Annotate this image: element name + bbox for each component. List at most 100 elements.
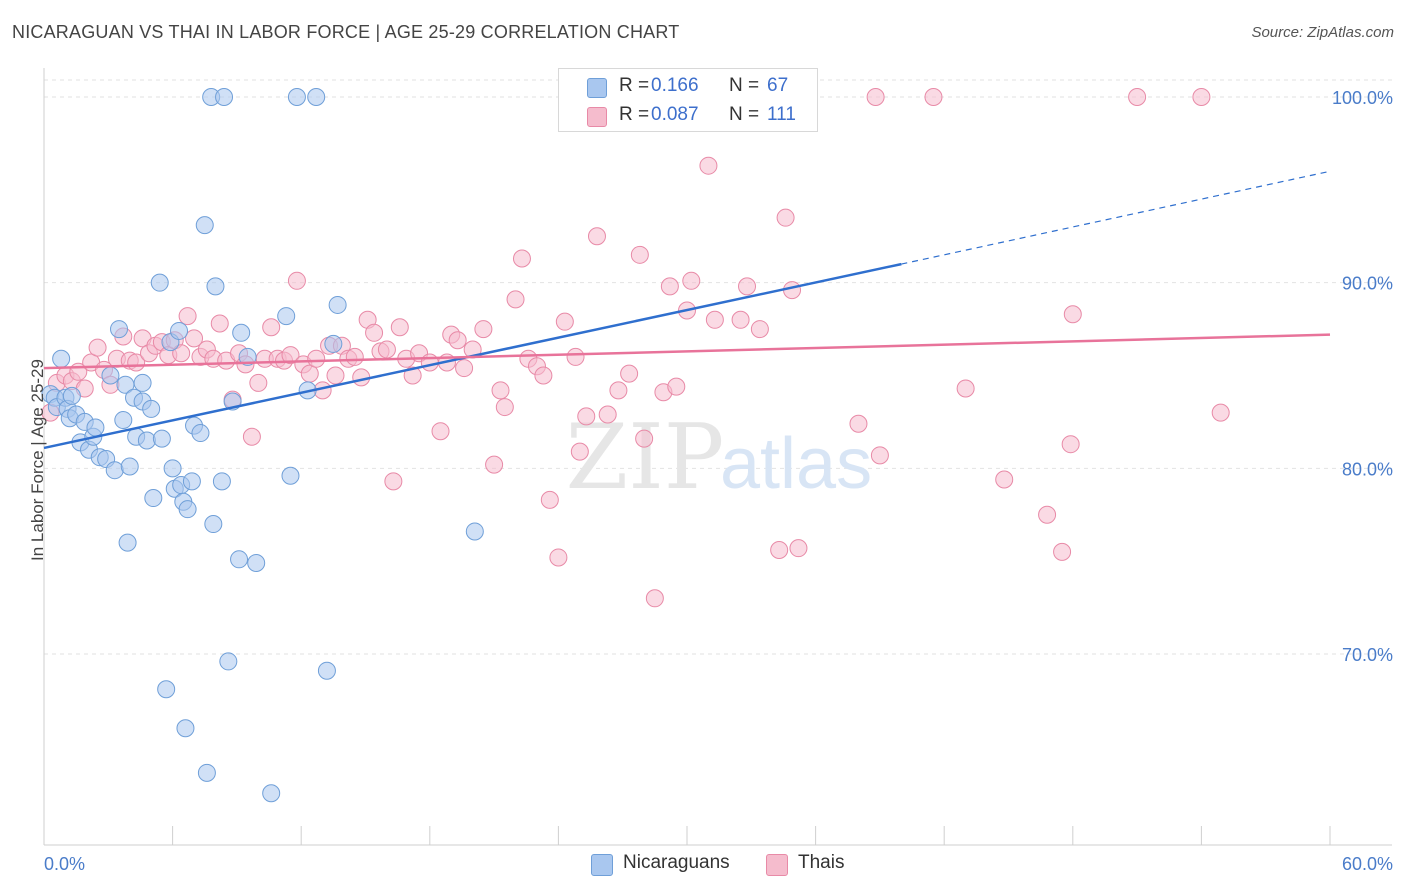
point-thais (1038, 505, 1057, 524)
point-thais (587, 227, 606, 246)
point-thais (549, 548, 568, 567)
point-thais (455, 359, 474, 378)
legend-label: Thais (798, 852, 845, 873)
point-thais (598, 405, 617, 424)
point-nicaraguans (150, 273, 169, 292)
n-label: N = (729, 104, 760, 125)
point-nicaraguans (52, 349, 71, 368)
point-nicaraguans (232, 323, 251, 342)
point-thais (326, 366, 345, 385)
point-nicaraguans (215, 88, 234, 106)
point-nicaraguans (110, 320, 129, 339)
point-thais (1053, 542, 1072, 561)
y-tick-label: 80.0% (1342, 459, 1393, 479)
point-thais (577, 407, 596, 426)
point-thais (682, 271, 701, 290)
point-nicaraguans (105, 461, 124, 480)
point-thais (287, 271, 306, 290)
r-label: R = (619, 104, 650, 125)
point-nicaraguans (219, 652, 238, 671)
point-nicaraguans (170, 321, 189, 340)
point-thais (731, 310, 750, 329)
point-nicaraguans (86, 418, 105, 437)
point-thais (512, 249, 531, 268)
trend-lines (43, 170, 1331, 450)
point-thais (495, 398, 514, 417)
point-thais (390, 318, 409, 337)
chart-title: NICARAGUAN VS THAI IN LABOR FORCE | AGE … (12, 22, 680, 42)
n-value: 111 (767, 104, 796, 125)
stats-legend: R = 0.166 N = 67 R = 0.087 N = 111 (558, 68, 818, 132)
point-thais (172, 344, 191, 363)
point-nicaraguans (281, 466, 300, 485)
point-thais (506, 290, 525, 309)
n-value: 67 (767, 75, 789, 96)
point-thais (377, 340, 396, 359)
x-tick-label: 0.0% (44, 854, 85, 874)
point-thais (403, 366, 422, 385)
legend-swatch-blue (587, 78, 607, 98)
point-thais (448, 331, 467, 350)
point-nicaraguans (197, 763, 216, 782)
y-tick-label: 70.0% (1342, 645, 1393, 665)
r-value: 0.087 (651, 104, 699, 125)
point-thais (485, 455, 504, 474)
point-thais (776, 208, 795, 227)
stats-row-nicaraguans: R = 0.166 N = 67 (559, 72, 817, 102)
point-nicaraguans (465, 522, 484, 541)
x-tick-label: 60.0% (1342, 854, 1393, 874)
trend-line-thais (43, 333, 1331, 370)
point-thais (566, 347, 585, 366)
point-thais (1061, 435, 1080, 454)
stats-row-thais: R = 0.087 N = 111 (559, 101, 817, 131)
point-nicaraguans (204, 515, 223, 534)
point-thais (1128, 88, 1147, 106)
point-thais (491, 381, 510, 400)
point-thais (924, 88, 943, 106)
point-nicaraguans (206, 277, 225, 296)
point-thais (995, 470, 1014, 489)
y-tick-label: 90.0% (1342, 274, 1393, 294)
point-nicaraguans (182, 472, 201, 491)
axes (43, 68, 1392, 846)
point-thais (1192, 88, 1211, 106)
point-thais (281, 346, 300, 365)
point-nicaraguans (101, 366, 120, 385)
r-label: R = (619, 75, 650, 96)
point-thais (609, 381, 628, 400)
point-nicaraguans (142, 399, 161, 418)
legend-swatch-blue (591, 854, 613, 876)
point-thais (789, 539, 808, 558)
point-thais (474, 320, 493, 339)
point-thais (262, 318, 281, 337)
point-nicaraguans (195, 216, 214, 235)
trend-extension-nicaraguans (901, 170, 1331, 265)
point-nicaraguans (191, 424, 210, 443)
point-thais (431, 422, 450, 441)
point-thais (667, 377, 686, 396)
point-nicaraguans (133, 373, 152, 392)
point-thais (635, 429, 654, 448)
series-legend: Nicaraguans Thais (0, 852, 1406, 878)
point-nicaraguans (144, 489, 163, 508)
source-credit: Source: ZipAtlas.com (1251, 24, 1394, 41)
point-nicaraguans (328, 295, 347, 314)
point-thais (555, 312, 574, 331)
point-nicaraguans (114, 411, 133, 430)
point-thais (534, 366, 553, 385)
point-thais (345, 347, 364, 366)
point-thais (866, 88, 885, 106)
n-label: N = (729, 75, 760, 96)
point-nicaraguans (157, 680, 176, 699)
legend-label: Nicaraguans (623, 852, 730, 873)
point-thais (307, 349, 326, 368)
point-nicaraguans (152, 429, 171, 448)
point-nicaraguans (230, 550, 249, 569)
point-thais (870, 446, 889, 465)
point-nicaraguans (324, 334, 343, 353)
tick-labels: 100.0% 90.0% 80.0% 70.0% 0.0% 60.0% (44, 88, 1393, 874)
point-thais (420, 353, 439, 372)
point-nicaraguans (307, 88, 326, 106)
legend-swatch-pink (587, 107, 607, 127)
point-thais (178, 307, 197, 326)
